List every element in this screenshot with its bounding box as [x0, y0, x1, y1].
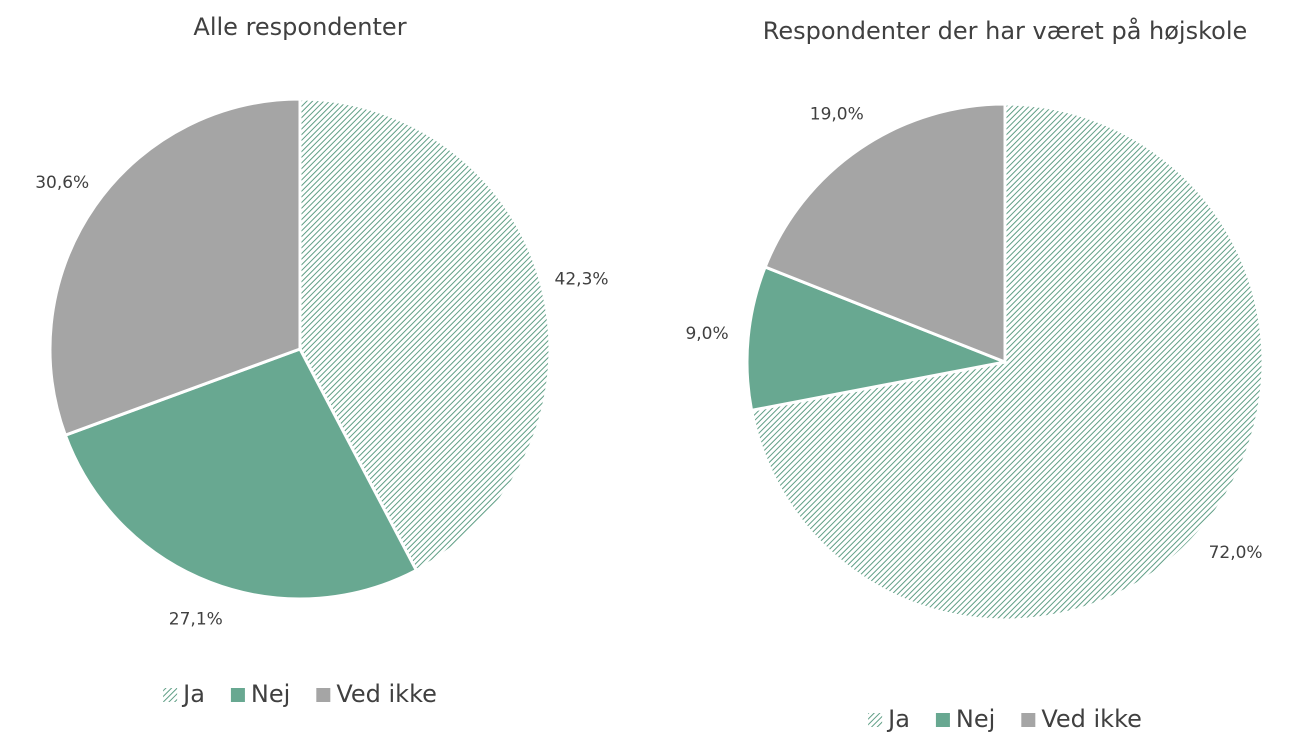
- chart: Respondenter der har været på højskole 72…: [685, 16, 1265, 733]
- legend-label: Ja: [181, 680, 205, 708]
- legend-swatch: [316, 688, 331, 702]
- legend: Ja Nej Ved ikke: [868, 705, 1142, 733]
- data-label: 27,1%: [169, 610, 223, 630]
- legend-swatch: [935, 713, 950, 727]
- data-label: 9,0%: [685, 324, 728, 344]
- pie-slice: [63, 347, 418, 601]
- legend-swatch: [868, 713, 883, 727]
- chart: Alle respondenter 42,3% 27,1% 30,6% Ja Nej Ved…: [35, 13, 609, 708]
- chart-title: Respondenter der har været på højskole: [763, 16, 1248, 45]
- data-label: 19,0%: [810, 104, 864, 124]
- pie-slice: [298, 97, 552, 572]
- legend-label: Ved ikke: [336, 680, 437, 708]
- pie-slice: [48, 97, 302, 437]
- data-label: 30,6%: [35, 173, 89, 193]
- chart-title: Alle respondenter: [193, 13, 406, 41]
- data-label: 42,3%: [555, 270, 609, 290]
- legend-label: Ved ikke: [1041, 705, 1142, 733]
- legend-label: Nej: [251, 680, 290, 708]
- pie-slice: [750, 102, 1265, 622]
- legend-swatch: [230, 688, 245, 702]
- pie-slice: [763, 102, 1007, 364]
- legend-swatch: [1021, 713, 1036, 727]
- legend-swatch: [163, 688, 178, 702]
- legend-label: Ja: [886, 705, 910, 733]
- data-label: 72,0%: [1209, 543, 1263, 563]
- legend: Ja Nej Ved ikke: [163, 680, 437, 708]
- legend-label: Nej: [956, 705, 995, 733]
- pie-slice: [745, 265, 1007, 412]
